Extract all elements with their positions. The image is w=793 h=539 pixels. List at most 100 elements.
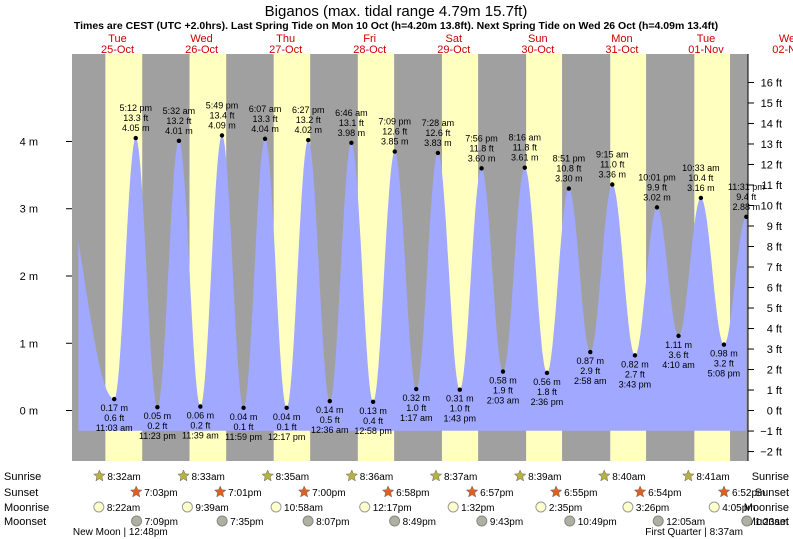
moonrise-time: 3:26pm xyxy=(636,503,669,514)
sunrise-icon xyxy=(177,469,190,482)
low-tide-label: 12:17 pm xyxy=(268,432,306,442)
low-tide-point xyxy=(284,405,289,411)
sun-moon-table: Sunrise Sunrise Sunset Sunset Moonrise Moonri… xyxy=(4,469,789,538)
sunset-time: 7:03pm xyxy=(144,488,177,499)
high-tide-point xyxy=(306,137,311,143)
right-axis-label: −2 ft xyxy=(760,447,782,459)
sunset-time: 6:58pm xyxy=(396,488,429,499)
high-tide-label: 11.8 ft xyxy=(469,143,494,153)
low-tide-label: 0.1 ft xyxy=(277,422,298,432)
high-tide-point xyxy=(566,186,572,191)
row-label-left: Moonrise xyxy=(4,502,49,514)
high-tide-label: 6:27 pm xyxy=(292,105,325,115)
right-axis-label: 10 ft xyxy=(761,200,782,212)
right-axis-label: 16 ft xyxy=(761,77,782,89)
right-axis-label: 5 ft xyxy=(767,303,782,315)
moonrise-icon xyxy=(93,501,105,513)
sunrise-time: 8:36am xyxy=(360,472,393,483)
high-tide-point xyxy=(744,214,749,219)
low-tide-label: 0.05 m xyxy=(144,411,172,421)
sunset-time: 7:00pm xyxy=(312,488,345,499)
low-tide-label: 3.2 ft xyxy=(714,359,735,369)
high-tide-label: 2.88 m xyxy=(733,202,761,212)
row-label-left: Moonset xyxy=(4,516,46,528)
low-tide-label: 12:36 am xyxy=(311,425,349,435)
moonset-time: 8:07pm xyxy=(316,517,349,528)
moonset-icon xyxy=(564,515,576,527)
low-tide-point xyxy=(198,404,203,409)
high-tide-label: 10.8 ft xyxy=(556,164,582,174)
sunrise-icon xyxy=(597,469,611,482)
sunrise-time: 8:33am xyxy=(192,472,225,483)
moonrise-icon xyxy=(622,501,634,513)
sunset-time: 6:57pm xyxy=(480,488,513,499)
high-tide-point xyxy=(392,149,397,154)
high-tide-label: 10.4 ft xyxy=(688,173,714,183)
low-tide-label: 3:43 pm xyxy=(619,379,652,389)
moonset-time: 7:35pm xyxy=(230,517,263,528)
day-of-week-label: Wed xyxy=(190,33,212,45)
high-tide-label: 12.6 ft xyxy=(382,127,408,137)
day-of-week-label: Mon xyxy=(611,33,632,45)
day-of-week-label: Tue xyxy=(697,33,716,45)
low-tide-label: 0.56 m xyxy=(533,377,561,387)
low-tide-label: 2:36 pm xyxy=(531,397,564,407)
right-axis-label: 14 ft xyxy=(761,118,782,130)
moonset-icon xyxy=(131,515,143,527)
moon-phase-label: First Quarter | 8:37am xyxy=(645,527,743,538)
high-tide-label: 13.2 ft xyxy=(296,115,322,125)
low-tide-point xyxy=(370,399,376,404)
sunset-icon xyxy=(129,485,143,498)
tide-curve-area xyxy=(78,135,747,431)
low-tide-point xyxy=(676,333,681,339)
sunrise-icon xyxy=(93,469,106,482)
high-tide-point xyxy=(654,205,660,210)
low-tide-label: 0.13 m xyxy=(359,406,387,416)
low-tide-label: 1.0 ft xyxy=(450,404,471,414)
high-tide-point xyxy=(610,182,615,187)
low-tide-label: 0.04 m xyxy=(230,412,258,422)
row-label-right: Sunrise xyxy=(752,471,789,483)
sunrise-time: 8:35am xyxy=(276,472,309,483)
high-tide-point xyxy=(698,195,704,201)
date-label: 29-Oct xyxy=(437,44,470,56)
left-axis-label: 0 m xyxy=(20,406,38,418)
row-label-left: Sunrise xyxy=(4,471,41,483)
high-tide-label: 3.60 m xyxy=(468,153,496,163)
sunset-time: 7:01pm xyxy=(228,488,261,499)
sunrise-icon xyxy=(429,469,443,482)
right-axis-label: 6 ft xyxy=(767,283,782,295)
date-label: 30-Oct xyxy=(521,44,554,56)
low-tide-point xyxy=(544,370,550,376)
sunset-icon xyxy=(549,485,563,498)
high-tide-point xyxy=(349,140,354,145)
high-tide-point xyxy=(435,150,441,156)
high-tide-label: 6:46 am xyxy=(335,108,368,118)
moonrise-time: 12:17pm xyxy=(373,503,412,514)
moonset-time: 9:43pm xyxy=(490,517,523,528)
high-tide-label: 3.83 m xyxy=(424,138,452,148)
sunrise-time: 8:32am xyxy=(107,472,140,483)
date-label: 01-Nov xyxy=(688,44,724,56)
sunset-time: 6:52pm xyxy=(732,488,765,499)
low-tide-label: 2:58 am xyxy=(574,376,607,386)
moonset-icon xyxy=(302,515,314,527)
right-axis-label: 9 ft xyxy=(767,221,782,233)
low-tide-label: 3.6 ft xyxy=(669,350,690,360)
low-tide-point xyxy=(155,404,160,410)
low-tide-label: 11:23 pm xyxy=(139,431,176,441)
date-label: 31-Oct xyxy=(605,44,638,56)
low-tide-label: 1.8 ft xyxy=(537,387,558,397)
high-tide-label: 12.6 ft xyxy=(425,128,451,138)
moon-phase-label: New Moon | 12:48pm xyxy=(73,527,168,538)
row-label-right: Sunset xyxy=(755,487,789,499)
sunset-icon xyxy=(213,485,227,498)
sunrise-time: 8:39am xyxy=(528,472,561,483)
high-tide-label: 7:09 pm xyxy=(378,117,411,127)
moonrise-time: 9:39am xyxy=(195,503,228,514)
high-tide-label: 4.01 m xyxy=(165,126,193,136)
low-tide-label: 0.2 ft xyxy=(147,421,168,431)
low-tide-label: 1:17 am xyxy=(400,413,433,423)
